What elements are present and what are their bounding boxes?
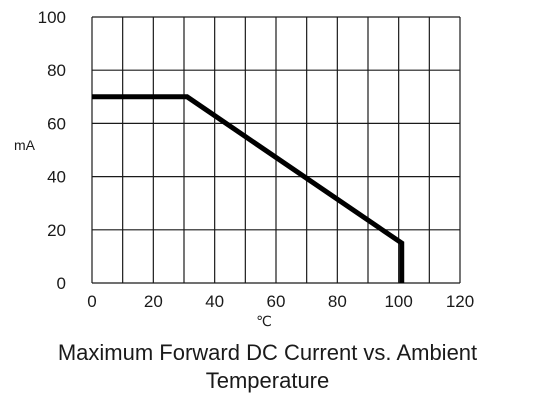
x-tick-label-2: 40 (205, 292, 224, 311)
x-tick-label-0: 0 (87, 292, 96, 311)
grid (91, 16, 461, 284)
x-tick-label-6: 120 (446, 292, 474, 311)
series-line-0 (92, 94, 405, 283)
chart-title-line-2: Temperature (205, 368, 330, 393)
x-tick-label-1: 20 (144, 292, 163, 311)
x-tick-label-5: 100 (384, 292, 412, 311)
y-tick-label-5: 100 (38, 8, 66, 27)
x-tick-labels: 0 20 40 60 80 100 120 (87, 292, 474, 311)
y-tick-label-3: 60 (47, 114, 66, 133)
x-tick-label-4: 80 (328, 292, 347, 311)
y-tick-label-0: 0 (57, 274, 66, 293)
chart-title-line-1: Maximum Forward DC Current vs. Ambient (57, 340, 478, 365)
x-tick-label-3: 60 (267, 292, 286, 311)
y-tick-label-1: 20 (47, 221, 66, 240)
y-tick-labels: 0 20 40 60 80 100 (38, 8, 66, 293)
series-group (92, 94, 405, 283)
y-tick-label-4: 80 (47, 61, 66, 80)
x-axis-label: ℃ (256, 313, 272, 329)
y-tick-label-2: 40 (47, 168, 66, 187)
y-axis-label: mA (14, 137, 36, 153)
